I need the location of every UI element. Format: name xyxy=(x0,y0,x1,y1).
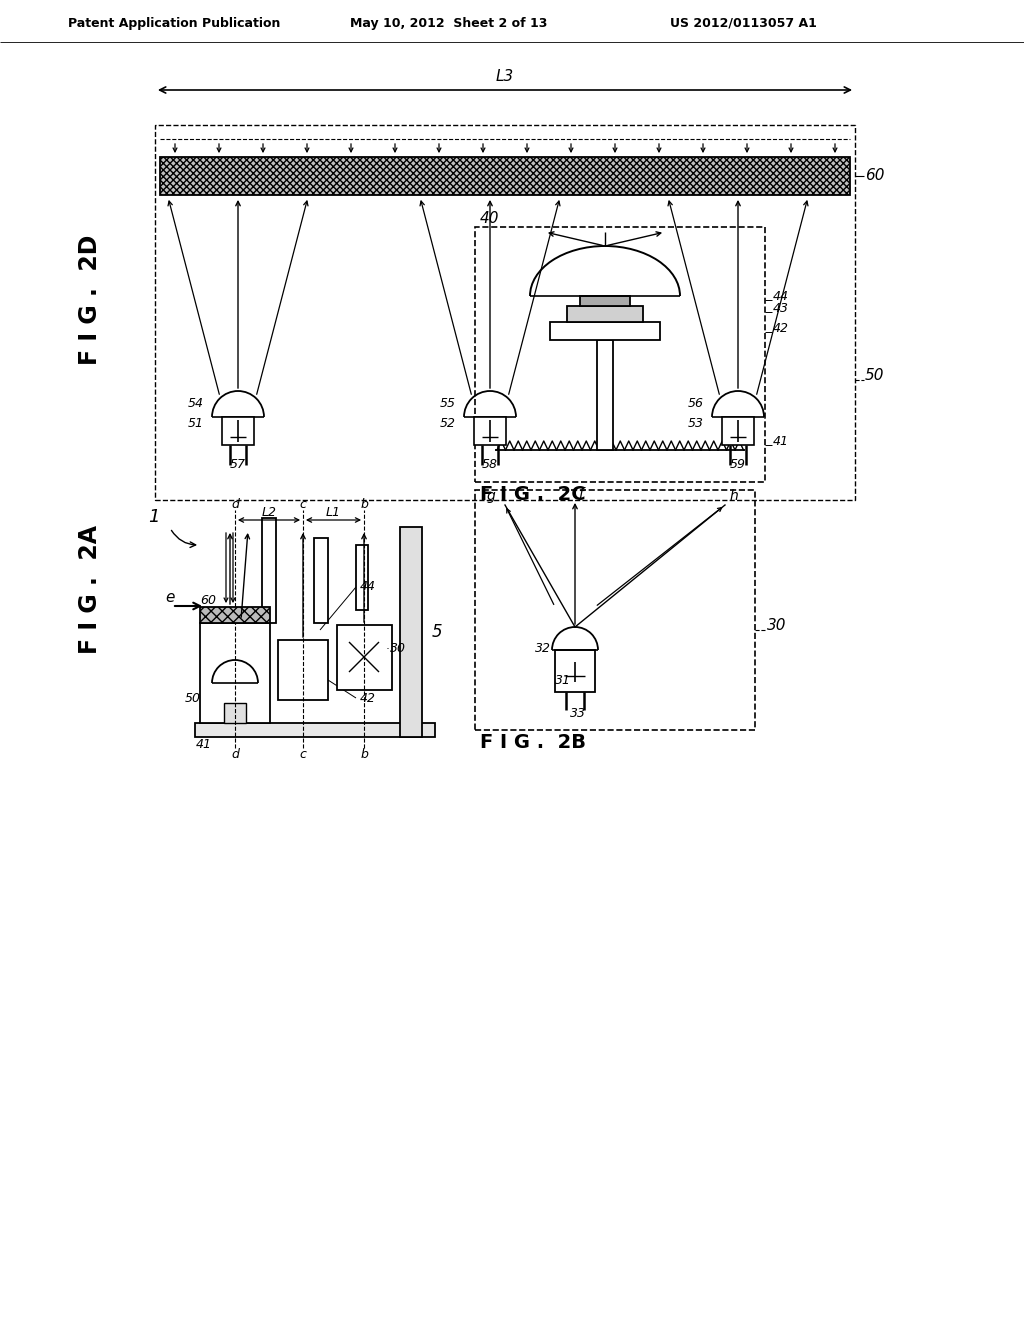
Text: 31: 31 xyxy=(555,675,571,686)
Text: 58: 58 xyxy=(482,458,498,471)
Text: 41: 41 xyxy=(196,738,212,751)
Text: May 10, 2012  Sheet 2 of 13: May 10, 2012 Sheet 2 of 13 xyxy=(350,17,548,30)
Text: 52: 52 xyxy=(440,417,456,430)
Text: 54: 54 xyxy=(188,397,204,411)
Text: 56: 56 xyxy=(688,397,705,411)
Text: d: d xyxy=(231,498,239,511)
Bar xyxy=(222,417,254,445)
Text: 41: 41 xyxy=(773,436,790,447)
Text: F I G .  2C: F I G . 2C xyxy=(480,484,586,504)
Text: 60: 60 xyxy=(200,594,216,607)
Text: 30: 30 xyxy=(767,618,786,634)
Text: 44: 44 xyxy=(360,579,376,593)
Bar xyxy=(200,623,270,723)
Text: b: b xyxy=(360,748,368,762)
Bar xyxy=(195,723,435,737)
Text: 59: 59 xyxy=(730,458,746,471)
Text: g: g xyxy=(487,488,496,503)
Text: 5: 5 xyxy=(432,623,442,642)
Bar xyxy=(597,341,613,450)
Bar xyxy=(475,490,755,730)
Bar xyxy=(356,545,368,610)
Text: 42: 42 xyxy=(773,322,790,335)
Text: d: d xyxy=(231,748,239,762)
Text: e: e xyxy=(165,590,174,605)
Bar xyxy=(474,417,506,445)
Text: 33: 33 xyxy=(570,708,586,719)
Bar xyxy=(278,640,328,700)
Text: 1: 1 xyxy=(148,508,160,525)
Bar xyxy=(475,227,765,482)
Text: 51: 51 xyxy=(188,417,204,430)
Text: 60: 60 xyxy=(865,169,885,183)
Text: 53: 53 xyxy=(688,417,705,430)
Text: 50: 50 xyxy=(185,692,201,705)
Text: L3: L3 xyxy=(496,69,514,84)
Bar xyxy=(160,157,850,195)
Text: L2: L2 xyxy=(261,506,276,519)
Text: Patent Application Publication: Patent Application Publication xyxy=(68,17,281,30)
Text: US 2012/0113057 A1: US 2012/0113057 A1 xyxy=(670,17,817,30)
Text: 50: 50 xyxy=(865,368,885,383)
FancyArrowPatch shape xyxy=(171,531,196,548)
Text: c: c xyxy=(300,748,306,762)
Text: 30: 30 xyxy=(390,642,406,655)
Bar xyxy=(262,517,276,623)
Text: h: h xyxy=(730,488,738,503)
Text: F I G .  2B: F I G . 2B xyxy=(480,733,586,752)
Bar xyxy=(155,125,855,500)
Text: 43: 43 xyxy=(773,302,790,315)
Text: b: b xyxy=(360,498,368,511)
Text: F I G .  2D: F I G . 2D xyxy=(78,235,102,366)
Bar xyxy=(400,527,422,737)
Bar xyxy=(200,607,270,623)
Bar xyxy=(224,704,246,723)
Text: 55: 55 xyxy=(440,397,456,411)
Text: 42: 42 xyxy=(360,692,376,705)
Text: F I G .  2A: F I G . 2A xyxy=(78,525,102,655)
Bar xyxy=(567,306,643,322)
Bar xyxy=(337,624,392,690)
Bar xyxy=(555,649,595,692)
Text: 32: 32 xyxy=(535,642,551,655)
Bar xyxy=(580,296,630,306)
Text: c: c xyxy=(300,498,306,511)
Text: 40: 40 xyxy=(480,211,500,226)
Text: 44: 44 xyxy=(773,290,790,304)
Bar xyxy=(314,539,328,623)
Bar xyxy=(722,417,754,445)
Text: L1: L1 xyxy=(326,506,341,519)
Text: f: f xyxy=(578,487,583,502)
Text: 57: 57 xyxy=(230,458,246,471)
Bar xyxy=(550,322,660,341)
